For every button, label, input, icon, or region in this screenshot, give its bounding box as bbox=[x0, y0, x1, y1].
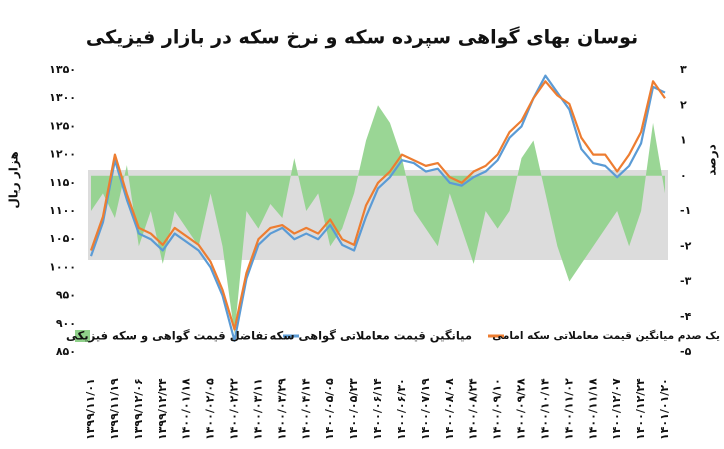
x-tick-label: ۱۴۰۰/۱۰/۱۴ bbox=[538, 378, 551, 440]
y-tick-label: ۱۰۰۰ bbox=[49, 260, 76, 273]
x-tick-label: ۱۴۰۰/۰۲/۰۵ bbox=[204, 378, 217, 440]
area bbox=[91, 105, 665, 335]
x-tick-label: ۱۴۰۰/۱۲/۰۷ bbox=[610, 378, 623, 440]
x-tick-label: ۱۴۰۰/۰۸/۰۸ bbox=[443, 378, 456, 440]
x-tick-label: ۱۳۹۹/۱۱/۰۱ bbox=[84, 378, 97, 440]
y-tick-label: ۱۳۵۰ bbox=[49, 63, 76, 76]
y-tick-label: ۹۵۰ bbox=[56, 289, 76, 302]
legend-label: یک صدم میانگین قیمت معاملاتی سکه امامی bbox=[492, 329, 720, 342]
x-tick-label: ۱۳۹۹/۱۱/۱۹ bbox=[108, 378, 121, 440]
legend-label: میانگین قیمت معاملاتی گواهی سکه bbox=[270, 329, 472, 344]
x-tick-label: ۱۴۰۰/۰۳/۲۹ bbox=[275, 378, 288, 440]
y-tick-label: ۱۰۵۰ bbox=[49, 232, 76, 245]
x-tick-label: ۱۴۰۰/۰۶/۳۰ bbox=[395, 378, 408, 440]
line bbox=[89, 74, 666, 342]
y2-tick-label: ۰ bbox=[680, 169, 687, 182]
y-tick-label: ۱۲۵۰ bbox=[49, 119, 76, 132]
y2-axis-title: درصد bbox=[705, 144, 719, 176]
chart-title: نوسان بهای گواهی سپرده سکه و نرخ سکه در … bbox=[86, 26, 638, 49]
x-tick-label: ۱۳۹۹/۱۲/۰۶ bbox=[132, 378, 145, 440]
y-tick-label: ۱۱۵۰ bbox=[49, 176, 76, 189]
x-tick-label: ۱۴۰۰/۱۲/۲۴ bbox=[634, 378, 647, 440]
x-tick-label: ۱۴۰۰/۱۱/۰۲ bbox=[562, 378, 575, 440]
y-tick-label: ۹۰۰ bbox=[56, 317, 76, 330]
legend-label: تفاضل قیمت گواهی و سکه فیزیکی bbox=[66, 329, 268, 344]
y-tick-label: ۱۱۰۰ bbox=[49, 204, 76, 217]
x-tick-label: ۱۴۰۰/۰۶/۱۴ bbox=[371, 378, 384, 440]
y-tick-label: ۱۳۰۰ bbox=[49, 91, 76, 104]
x-tick-label: ۱۴۰۰/۱۱/۱۸ bbox=[586, 378, 599, 440]
x-tick-label: ۱۴۰۰/۰۷/۱۹ bbox=[419, 378, 432, 440]
y2-tick-label: ۲ bbox=[680, 98, 687, 111]
x-tick-label: ۱۴۰۰/۰۵/۲۳ bbox=[347, 378, 360, 440]
x-tick-label: ۱۳۹۹/۱۲/۲۴ bbox=[156, 378, 169, 440]
x-tick-label: ۱۴۰۰/۰۴/۱۴ bbox=[299, 378, 312, 440]
y2-tick-label: -۱ bbox=[680, 204, 691, 217]
y2-tick-label: -۲ bbox=[680, 239, 692, 252]
line bbox=[89, 80, 666, 331]
y2-tick-label: -۵ bbox=[680, 345, 692, 358]
x-tick-label: ۱۴۰۰/۰۸/۲۴ bbox=[467, 378, 480, 440]
x-tick-label: ۱۴۰۰/۰۱/۱۸ bbox=[180, 378, 193, 440]
y2-tick-label: -۴ bbox=[680, 310, 692, 323]
y-axis-title: هزار ریال bbox=[7, 151, 21, 208]
y-tick-label: ۸۵۰ bbox=[56, 345, 76, 358]
x-tick-label: ۱۴۰۰/۰۹/۱۰ bbox=[491, 378, 504, 440]
y2-tick-label: -۳ bbox=[680, 275, 692, 288]
x-tick-label: ۱۴۰۰/۰۳/۱۱ bbox=[251, 378, 264, 440]
legend-swatch bbox=[75, 330, 90, 342]
x-tick-label: ۱۴۰۱/۰۱/۲۰ bbox=[658, 378, 671, 440]
y2-tick-label: ۱ bbox=[680, 134, 687, 147]
x-tick-label: ۱۴۰۰/۰۹/۲۸ bbox=[515, 378, 528, 440]
x-tick-label: ۱۴۰۰/۰۵/۰۵ bbox=[323, 378, 336, 440]
y-tick-label: ۱۲۰۰ bbox=[49, 148, 76, 161]
y2-tick-label: ۳ bbox=[680, 63, 687, 76]
x-tick-label: ۱۴۰۰/۰۲/۲۲ bbox=[228, 378, 241, 440]
